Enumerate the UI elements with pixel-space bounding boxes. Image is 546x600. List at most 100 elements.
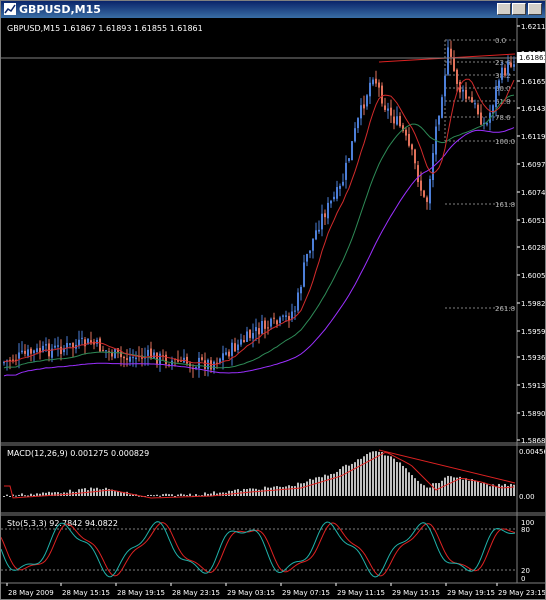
candle-body [222, 353, 224, 361]
candle-body [300, 286, 302, 294]
candle-body [438, 115, 440, 125]
candle-body [321, 213, 323, 230]
macd-bar [444, 477, 446, 496]
candle-body [201, 357, 203, 360]
macd-bar [492, 484, 494, 496]
candle-body [123, 356, 125, 359]
candle-body [303, 262, 305, 287]
candle-body [282, 315, 284, 317]
macd-bar [501, 485, 503, 496]
macd-bar [510, 483, 512, 496]
stochastic-main-line [1, 521, 516, 578]
macd-bar [18, 494, 20, 496]
macd-bar [222, 492, 224, 496]
macd-bar [375, 451, 377, 496]
candle-body [24, 350, 26, 354]
macd-bar [303, 483, 305, 496]
macd-bar [288, 485, 290, 496]
candle-body [114, 349, 116, 359]
macd-bar [42, 492, 44, 496]
time-tick-label: 28 May 15:15 [62, 589, 110, 597]
macd-bar [294, 486, 296, 496]
macd-bar [387, 455, 389, 496]
macd-bar [366, 453, 368, 496]
macd-bar [171, 494, 173, 496]
candle-body [105, 350, 107, 352]
candle-body [36, 348, 38, 352]
candle-body [468, 97, 470, 99]
moving-average-fast [3, 78, 515, 366]
candle-body [249, 329, 251, 338]
chart-area[interactable]: GBPUSD,M15 1.61867 1.61893 1.61855 1.618… [1, 18, 545, 599]
title-bar[interactable]: GBPUSD,M15 [1, 1, 545, 18]
candle-body [297, 292, 299, 311]
macd-bar [54, 492, 56, 496]
macd-bar [6, 494, 8, 496]
price-axis: 1.621101.618651.616501.614301.611951.609… [517, 23, 545, 445]
candle-body [246, 331, 248, 342]
candle-body [393, 116, 395, 124]
macd-bar [267, 487, 269, 496]
macd-bar [309, 478, 311, 496]
macd-bar [324, 474, 326, 496]
candle-body [288, 316, 290, 321]
candle-body [285, 315, 287, 317]
candle-body [411, 144, 413, 150]
macd-bar [423, 485, 425, 496]
macd-bar [336, 471, 338, 496]
candle-body [372, 79, 374, 85]
macd-bar [93, 488, 95, 496]
price-tick-label: 1.59135 [521, 382, 545, 390]
macd-bar [240, 491, 242, 496]
macd-bar [297, 482, 299, 496]
candle-body [339, 185, 341, 189]
candle-body [447, 47, 449, 75]
macd-bar [507, 486, 509, 496]
macd-bar [390, 456, 392, 496]
minimize-button[interactable] [497, 3, 511, 15]
candle-body [504, 67, 506, 76]
macd-bar [165, 493, 167, 496]
macd-bar [123, 491, 125, 496]
candle-body [252, 333, 254, 339]
macd-bar [291, 486, 293, 496]
candle-body [378, 82, 380, 88]
candle-body [342, 181, 344, 186]
macd-bar [234, 489, 236, 496]
macd-bar [162, 494, 164, 496]
candle-body [264, 320, 266, 329]
candle-body [501, 67, 503, 80]
macd-bar [108, 489, 110, 496]
candle-body [78, 339, 80, 347]
candle-body [312, 238, 314, 251]
macd-bar [402, 465, 404, 496]
candle-body [120, 351, 122, 358]
candle-body [12, 359, 14, 362]
candle-body [255, 327, 257, 332]
close-button[interactable] [528, 3, 542, 15]
macd-bar [429, 487, 431, 496]
candle-body [240, 339, 242, 345]
macd-bar [237, 489, 239, 496]
time-tick-label: 29 May 23:15 [498, 589, 545, 597]
current-price-box [517, 52, 545, 63]
price-tick-label: 1.60740 [521, 189, 545, 197]
candle-body [360, 105, 362, 119]
macd-bar [306, 481, 308, 496]
candle-body [69, 343, 71, 345]
candle-body [195, 367, 197, 369]
macd-axis-zero: 0.00 [519, 493, 535, 501]
price-tick-label: 1.62110 [521, 23, 545, 31]
maximize-button[interactable] [512, 3, 526, 15]
macd-bar [216, 493, 218, 496]
candle-body [42, 345, 44, 352]
macd-bar [228, 490, 230, 496]
macd-bar [441, 480, 443, 496]
candle-body [135, 357, 137, 360]
macd-trendline[interactable] [378, 449, 516, 484]
macd-bar [273, 486, 275, 496]
candle-body [459, 81, 461, 93]
candle-body [294, 310, 296, 312]
candle-body [381, 85, 383, 104]
